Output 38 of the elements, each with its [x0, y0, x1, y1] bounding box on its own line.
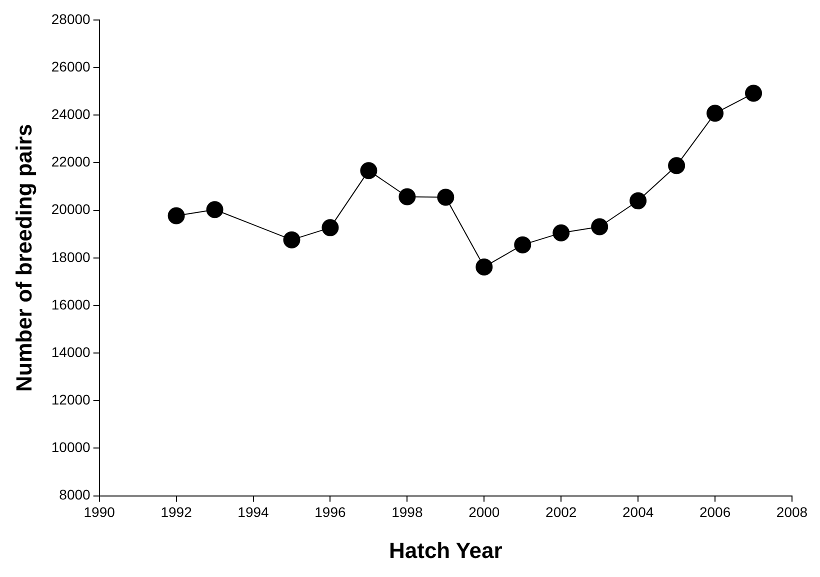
- y-tick-label: 26000: [51, 58, 91, 74]
- y-tick-label: 14000: [51, 344, 91, 360]
- point: [591, 218, 608, 236]
- y-tick-label: 22000: [51, 154, 91, 170]
- x-tick-label: 1990: [84, 504, 116, 520]
- x-tick-label: 1996: [314, 504, 346, 520]
- y-tick-label: 20000: [51, 201, 91, 218]
- point: [514, 236, 532, 254]
- x-tick-label: 2004: [622, 504, 654, 520]
- point: [668, 157, 686, 174]
- y-tick-label: 12000: [51, 392, 91, 408]
- point: [437, 188, 454, 206]
- point: [360, 162, 378, 180]
- point: [552, 224, 570, 242]
- point: [206, 201, 224, 218]
- x-tick-label: 1994: [238, 504, 270, 520]
- point: [706, 104, 724, 122]
- y-tick-label: 8000: [59, 486, 91, 503]
- point: [398, 188, 416, 206]
- y-axis-title: Number of breeding pairs: [11, 124, 36, 392]
- point: [322, 219, 339, 236]
- x-tick-label: 2006: [699, 504, 731, 520]
- y-tick-label: 24000: [51, 106, 91, 122]
- x-tick-label: 2002: [546, 504, 577, 520]
- point: [745, 84, 762, 102]
- y-tick-label: 28000: [51, 10, 91, 27]
- y-tick-label: 18000: [51, 248, 91, 265]
- y-tick-label: 16000: [51, 296, 91, 312]
- x-tick-label: 2000: [468, 504, 500, 520]
- x-tick-label: 1992: [160, 504, 192, 520]
- x-tick-label: 2008: [776, 504, 808, 520]
- point: [630, 192, 647, 210]
- point: [168, 207, 185, 224]
- x-axis-title: Hatch Year: [388, 538, 503, 563]
- point: [283, 231, 300, 248]
- y-tick-label: 10000: [51, 439, 91, 456]
- point: [476, 258, 493, 276]
- x-tick-label: 1998: [392, 504, 423, 520]
